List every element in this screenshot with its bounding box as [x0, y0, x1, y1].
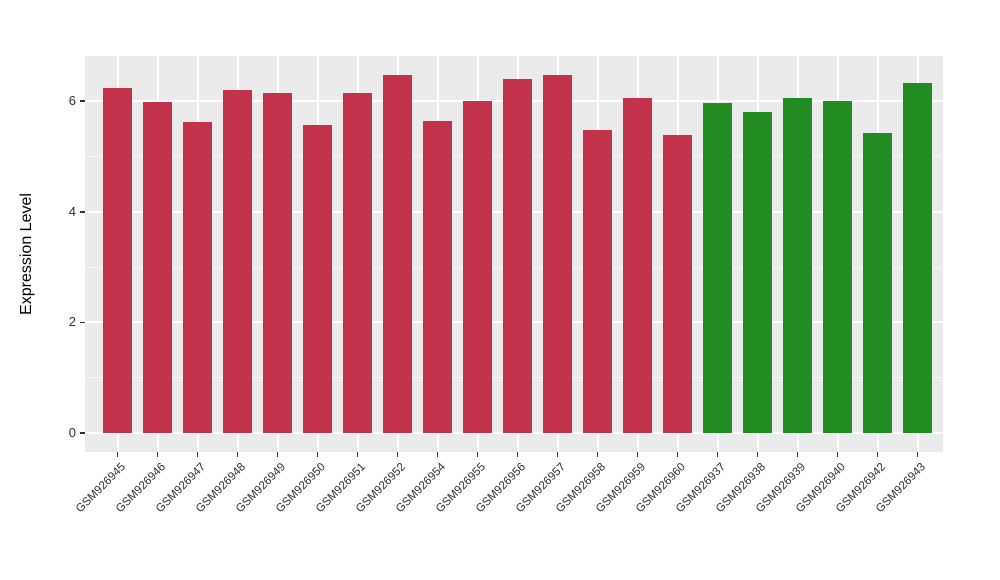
- y-tick-mark-4: [80, 211, 85, 213]
- bar-GSM926951: [343, 93, 373, 433]
- bar-GSM926946: [143, 101, 173, 433]
- x-tick-mark-GSM926957: [556, 452, 559, 457]
- x-tick-mark-GSM926939: [796, 452, 799, 457]
- bar-GSM926942: [863, 133, 893, 433]
- bar-GSM926960: [663, 135, 693, 433]
- y-tick-label-4: 4: [68, 203, 76, 219]
- bar-GSM926955: [463, 101, 493, 433]
- bar-GSM926949: [263, 93, 293, 433]
- gridline-major-y-0: [85, 432, 943, 434]
- bar-GSM926952: [383, 75, 413, 433]
- x-tick-mark-GSM926938: [756, 452, 759, 457]
- x-tick-mark-GSM926950: [316, 452, 319, 457]
- x-tick-mark-GSM926943: [916, 452, 919, 457]
- y-tick-label-2: 2: [68, 314, 76, 330]
- bar-GSM926945: [103, 87, 133, 433]
- bar-GSM926956: [503, 79, 533, 433]
- x-tick-mark-GSM926937: [716, 452, 719, 457]
- x-tick-mark-GSM926948: [236, 452, 239, 457]
- x-tick-mark-GSM926940: [836, 452, 839, 457]
- bar-GSM926957: [543, 75, 573, 433]
- bar-GSM926947: [183, 122, 213, 433]
- y-tick-label-6: 6: [68, 93, 76, 109]
- y-tick-mark-6: [80, 100, 85, 102]
- bar-GSM926958: [583, 129, 613, 433]
- bar-GSM926940: [823, 101, 853, 433]
- x-tick-mark-GSM926954: [436, 452, 439, 457]
- y-tick-mark-0: [80, 432, 85, 434]
- x-tick-mark-GSM926960: [676, 452, 679, 457]
- x-tick-mark-GSM926945: [116, 452, 119, 457]
- y-axis-title: Expression Level: [18, 193, 35, 315]
- bar-GSM926948: [223, 90, 253, 433]
- x-tick-mark-GSM926942: [876, 452, 879, 457]
- bar-GSM926954: [423, 120, 453, 433]
- x-tick-mark-GSM926959: [636, 452, 639, 457]
- bar-GSM926938: [743, 111, 773, 433]
- x-tick-mark-GSM926955: [476, 452, 479, 457]
- bar-GSM926950: [303, 124, 333, 433]
- bar-GSM926937: [703, 103, 733, 433]
- x-tick-mark-GSM926949: [276, 452, 279, 457]
- x-tick-mark-GSM926958: [596, 452, 599, 457]
- x-tick-mark-GSM926947: [196, 452, 199, 457]
- plot-panel: [85, 56, 943, 452]
- x-tick-mark-GSM926946: [156, 452, 159, 457]
- x-tick-mark-GSM926951: [356, 452, 359, 457]
- x-tick-mark-GSM926952: [396, 452, 399, 457]
- bar-GSM926943: [903, 82, 933, 433]
- y-tick-mark-2: [80, 321, 85, 324]
- bar-GSM926959: [623, 98, 653, 433]
- y-tick-label-0: 0: [68, 425, 76, 440]
- bar-GSM926939: [783, 98, 813, 433]
- x-tick-mark-GSM926956: [516, 452, 519, 457]
